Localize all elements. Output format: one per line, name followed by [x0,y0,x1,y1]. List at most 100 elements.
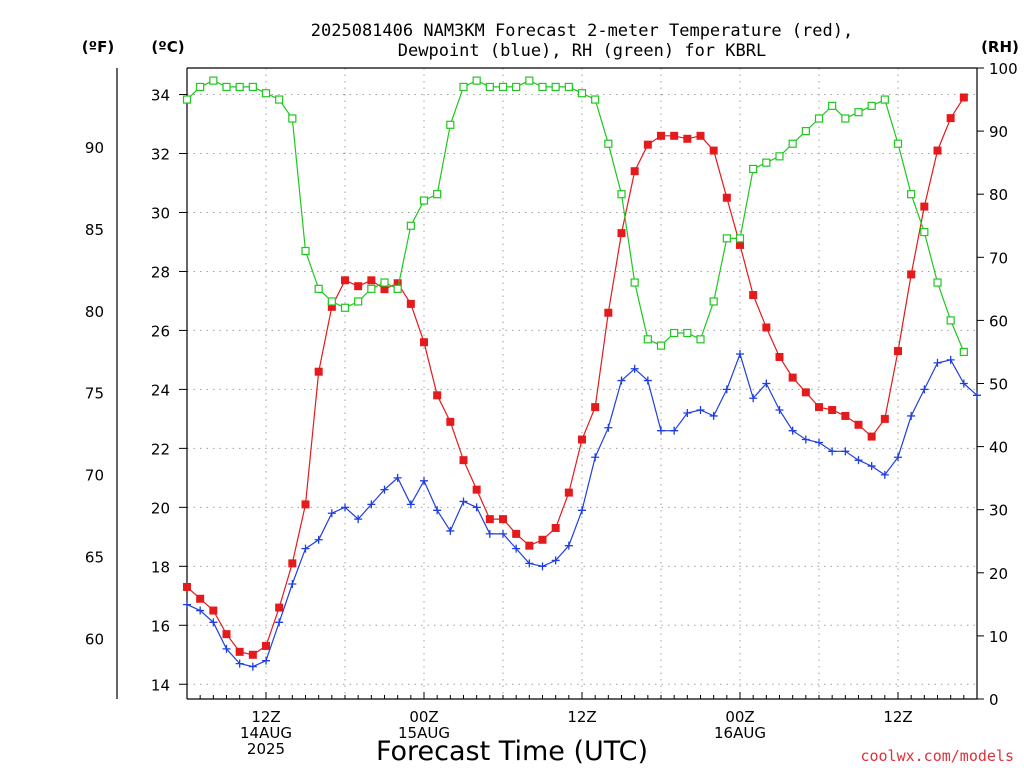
celsius-tick-label: 30 [151,204,170,222]
dewpoint-point [854,456,863,465]
celsius-tick-label: 24 [151,381,170,399]
dewpoint-point [959,379,968,388]
dewpoint-point [196,606,205,615]
temperature-point [301,500,310,509]
rh-point [591,95,600,104]
rh-point [617,190,626,199]
rh-point [340,303,350,312]
temperature-point [446,417,455,426]
rh-point [406,221,415,230]
dewpoint-point [248,662,257,671]
series-group [182,76,981,671]
rh-point [893,139,903,148]
rh-point [525,76,534,85]
credit-text: coolwx.com/models [860,747,1014,765]
rh-point [498,82,508,92]
dewpoint-point [327,509,336,518]
temperature-point [393,279,402,288]
temperature-point [933,146,942,155]
temperature-point [854,420,863,429]
temperature-point [538,535,547,544]
temperature-point [512,529,521,538]
dewpoint-point [262,656,270,665]
dewpoint-point [670,426,679,435]
dewpoint-point [894,453,902,462]
temperature-point [630,167,639,176]
temperature-point [275,603,284,612]
fahrenheit-tick-label: 90 [85,139,104,157]
temperature-point [736,240,744,249]
x-tick-label: 15AUG [398,724,450,742]
rh-point [696,335,705,344]
temperature-point [578,435,586,444]
dewpoint-point [275,618,284,627]
dewpoint-point [591,453,600,462]
dewpoint-point [946,355,955,364]
temperature-point [617,229,626,238]
rh-point [485,82,494,92]
rh-point [683,328,692,338]
temperature-point [880,414,889,423]
rh-point [459,82,468,92]
rh-point [367,284,376,293]
rh-point [959,347,968,357]
dewpoint-point [709,411,718,420]
rh-point [209,76,218,85]
dewpoint-point [183,600,191,609]
dewpoint-point [788,426,797,435]
temperature-point [420,338,428,347]
fahrenheit-unit-label: (ºF) [82,38,114,56]
dewpoint-point [643,376,652,385]
temperature-point [670,131,679,140]
rh-point [788,139,797,148]
dewpoint-point [485,529,494,538]
temperature-point [499,515,507,524]
rh-point [749,164,758,174]
dewpoint-point [499,529,507,538]
rh-point [538,82,547,92]
rh-point [577,89,587,98]
rh-point [433,190,442,199]
grid-lines [187,68,977,699]
dewpoint-point [973,391,981,400]
rh-point [446,120,455,129]
rh-point [630,278,639,287]
dewpoint-point [406,500,415,509]
x-tick-label: 12Z [251,708,280,726]
rh-point [814,114,824,123]
rh-point [841,114,850,123]
rh-point [288,114,297,123]
rh-point [670,328,679,338]
dewpoint-point [235,659,244,668]
chart-title-line-2: Dewpoint (blue), RH (green) for KBRL [398,41,766,61]
temperature-point [209,606,218,615]
rh-point [222,82,231,92]
rh-point [604,139,613,148]
fahrenheit-tick-label: 75 [85,385,104,403]
x-tick-label: 2025 [247,740,285,758]
dewpoint-point [209,618,218,627]
dewpoint-point [696,406,705,415]
rh-point [775,152,784,161]
rh-tick-label: 0 [989,691,999,709]
celsius-tick-label: 22 [151,440,170,458]
rh-point [946,316,955,325]
temperature-point [367,276,376,285]
dewpoint-point [301,544,310,553]
dewpoint-point [907,411,916,420]
rh-point [854,108,863,117]
rh-point [933,278,942,287]
temperature-point [564,488,573,497]
rh-point [709,297,718,306]
rh-point [762,158,771,167]
series-dewpoint [183,350,981,671]
celsius-tick-label: 16 [151,617,170,635]
rh-point [867,101,876,110]
chart-title-line-1: 2025081406 NAM3KM Forecast 2-meter Tempe… [311,21,853,41]
temperature-point [907,270,916,279]
temperature-point [288,559,297,568]
temperature-point [775,352,784,361]
temperature-point [788,373,797,382]
temperature-point [604,308,613,317]
